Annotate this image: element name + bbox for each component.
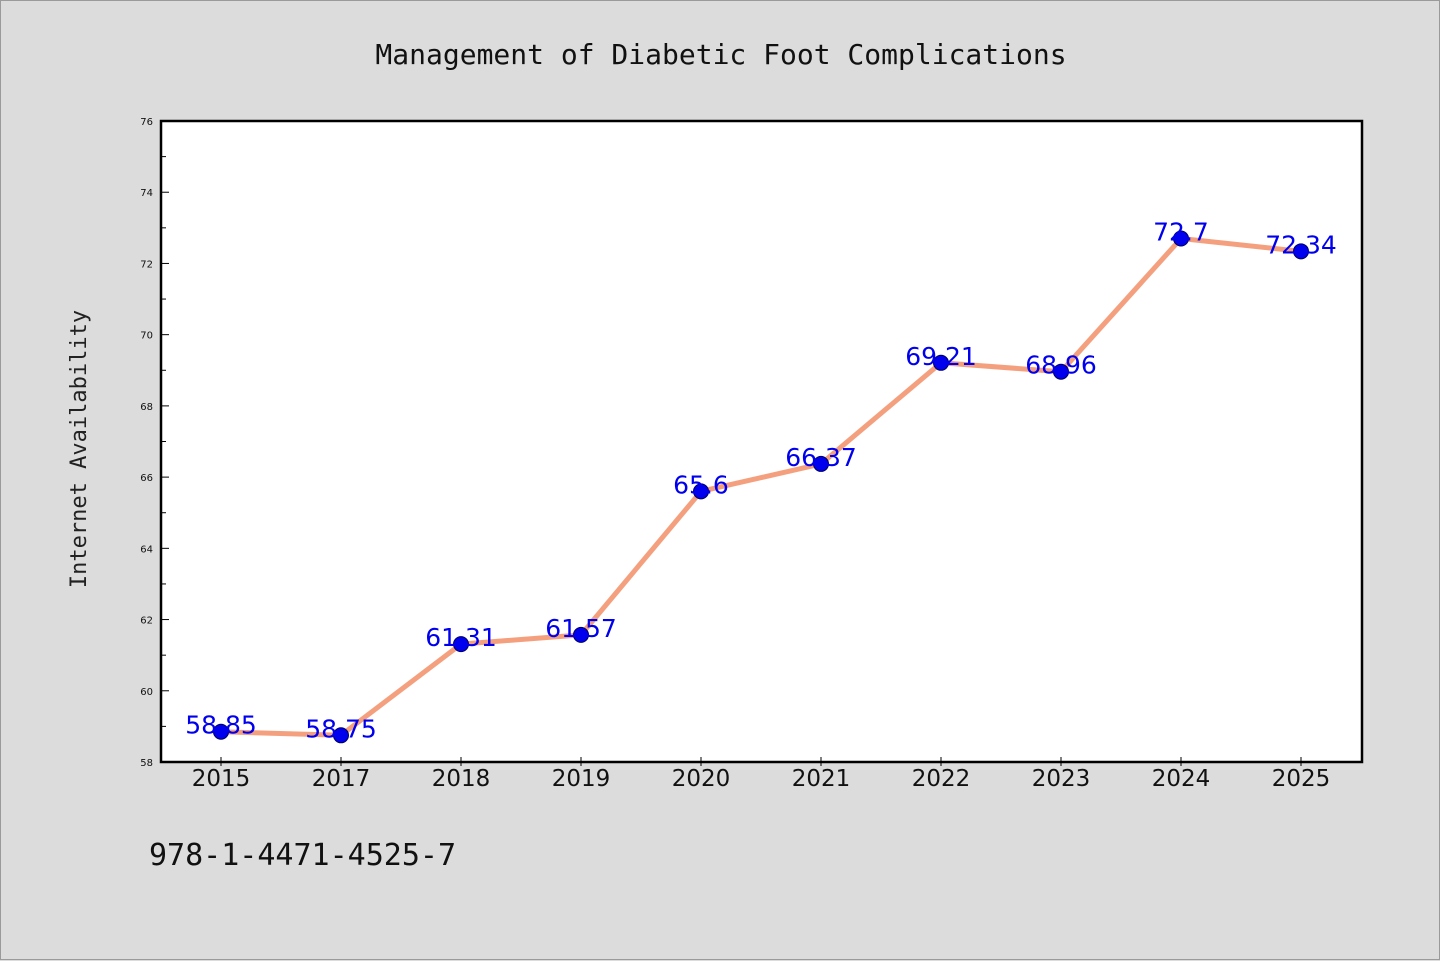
data-label: 61.57 <box>545 614 617 643</box>
y-tick-label: 74 <box>140 188 153 199</box>
data-point <box>453 636 469 653</box>
y-tick-label: 72 <box>140 259 153 270</box>
data-point <box>213 723 229 740</box>
isbn-text: 978-1-4471-4525-7 <box>149 838 456 873</box>
x-tick-label: 2025 <box>1272 766 1331 792</box>
series-layer: 58.85 58.75 61.31 61.57 65.6 66.37 69.21 68.96 7… <box>185 218 1337 744</box>
y-axis: 58 60 62 64 66 68 70 72 74 76 <box>140 117 169 769</box>
x-tick-label: 2015 <box>192 766 251 792</box>
data-label: 66.37 <box>785 443 857 472</box>
plot-area <box>159 119 1364 764</box>
data-label: 58.75 <box>305 714 377 743</box>
data-label: 68.96 <box>1025 351 1097 380</box>
data-point <box>1293 243 1309 260</box>
series-line <box>220 236 1302 738</box>
x-tick-label: 2022 <box>912 766 971 792</box>
data-point <box>693 483 709 500</box>
y-tick-label: 60 <box>140 687 153 698</box>
x-axis: 2015 2017 2018 2019 2020 2021 2022 2023 2024 2025 <box>192 757 1331 792</box>
data-point <box>933 354 949 371</box>
data-point <box>573 626 589 643</box>
x-tick-label: 2024 <box>1152 766 1211 792</box>
data-label: 72.7 <box>1153 218 1209 247</box>
data-label: 65.6 <box>673 470 729 499</box>
y-tick-label: 62 <box>140 616 153 627</box>
y-axis-label: Internet Availability <box>67 310 92 588</box>
x-tick-label: 2021 <box>792 766 851 792</box>
data-label: 58.85 <box>185 711 257 740</box>
y-tick-label: 66 <box>140 473 153 484</box>
data-label: 69.21 <box>905 342 977 371</box>
data-point <box>813 455 829 472</box>
y-tick-label: 70 <box>140 331 153 342</box>
y-tick-label: 68 <box>140 402 153 413</box>
data-point <box>1173 230 1189 247</box>
y-tick-label: 76 <box>140 117 153 128</box>
data-point <box>333 727 349 744</box>
data-label: 72.34 <box>1265 230 1337 259</box>
x-tick-label: 2020 <box>672 766 731 792</box>
x-tick-label: 2023 <box>1032 766 1091 792</box>
x-tick-label: 2018 <box>432 766 491 792</box>
x-tick-label: 2017 <box>312 766 371 792</box>
chart-title: Management of Diabetic Foot Complication… <box>375 38 1066 71</box>
y-tick-label: 64 <box>140 544 153 555</box>
data-point <box>1053 363 1069 380</box>
x-tick-label: 2019 <box>552 766 611 792</box>
y-tick-label: 58 <box>140 758 153 769</box>
data-label: 61.31 <box>425 623 497 652</box>
